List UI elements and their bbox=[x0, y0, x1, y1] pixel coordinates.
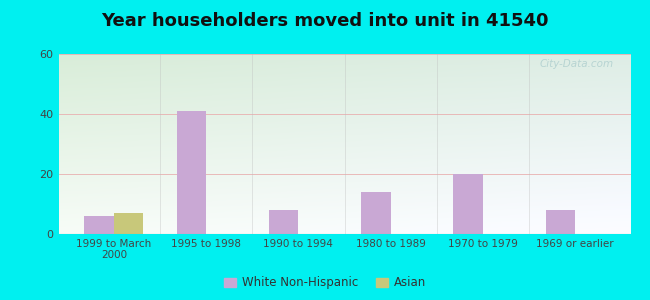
Text: City-Data.com: City-Data.com bbox=[540, 59, 614, 69]
Legend: White Non-Hispanic, Asian: White Non-Hispanic, Asian bbox=[220, 272, 430, 294]
Bar bbox=[545, 210, 575, 234]
Bar bbox=[84, 216, 114, 234]
Bar bbox=[114, 213, 144, 234]
Bar bbox=[269, 210, 298, 234]
Bar bbox=[177, 111, 206, 234]
Bar bbox=[361, 192, 391, 234]
Bar bbox=[453, 174, 483, 234]
Text: Year householders moved into unit in 41540: Year householders moved into unit in 415… bbox=[101, 12, 549, 30]
